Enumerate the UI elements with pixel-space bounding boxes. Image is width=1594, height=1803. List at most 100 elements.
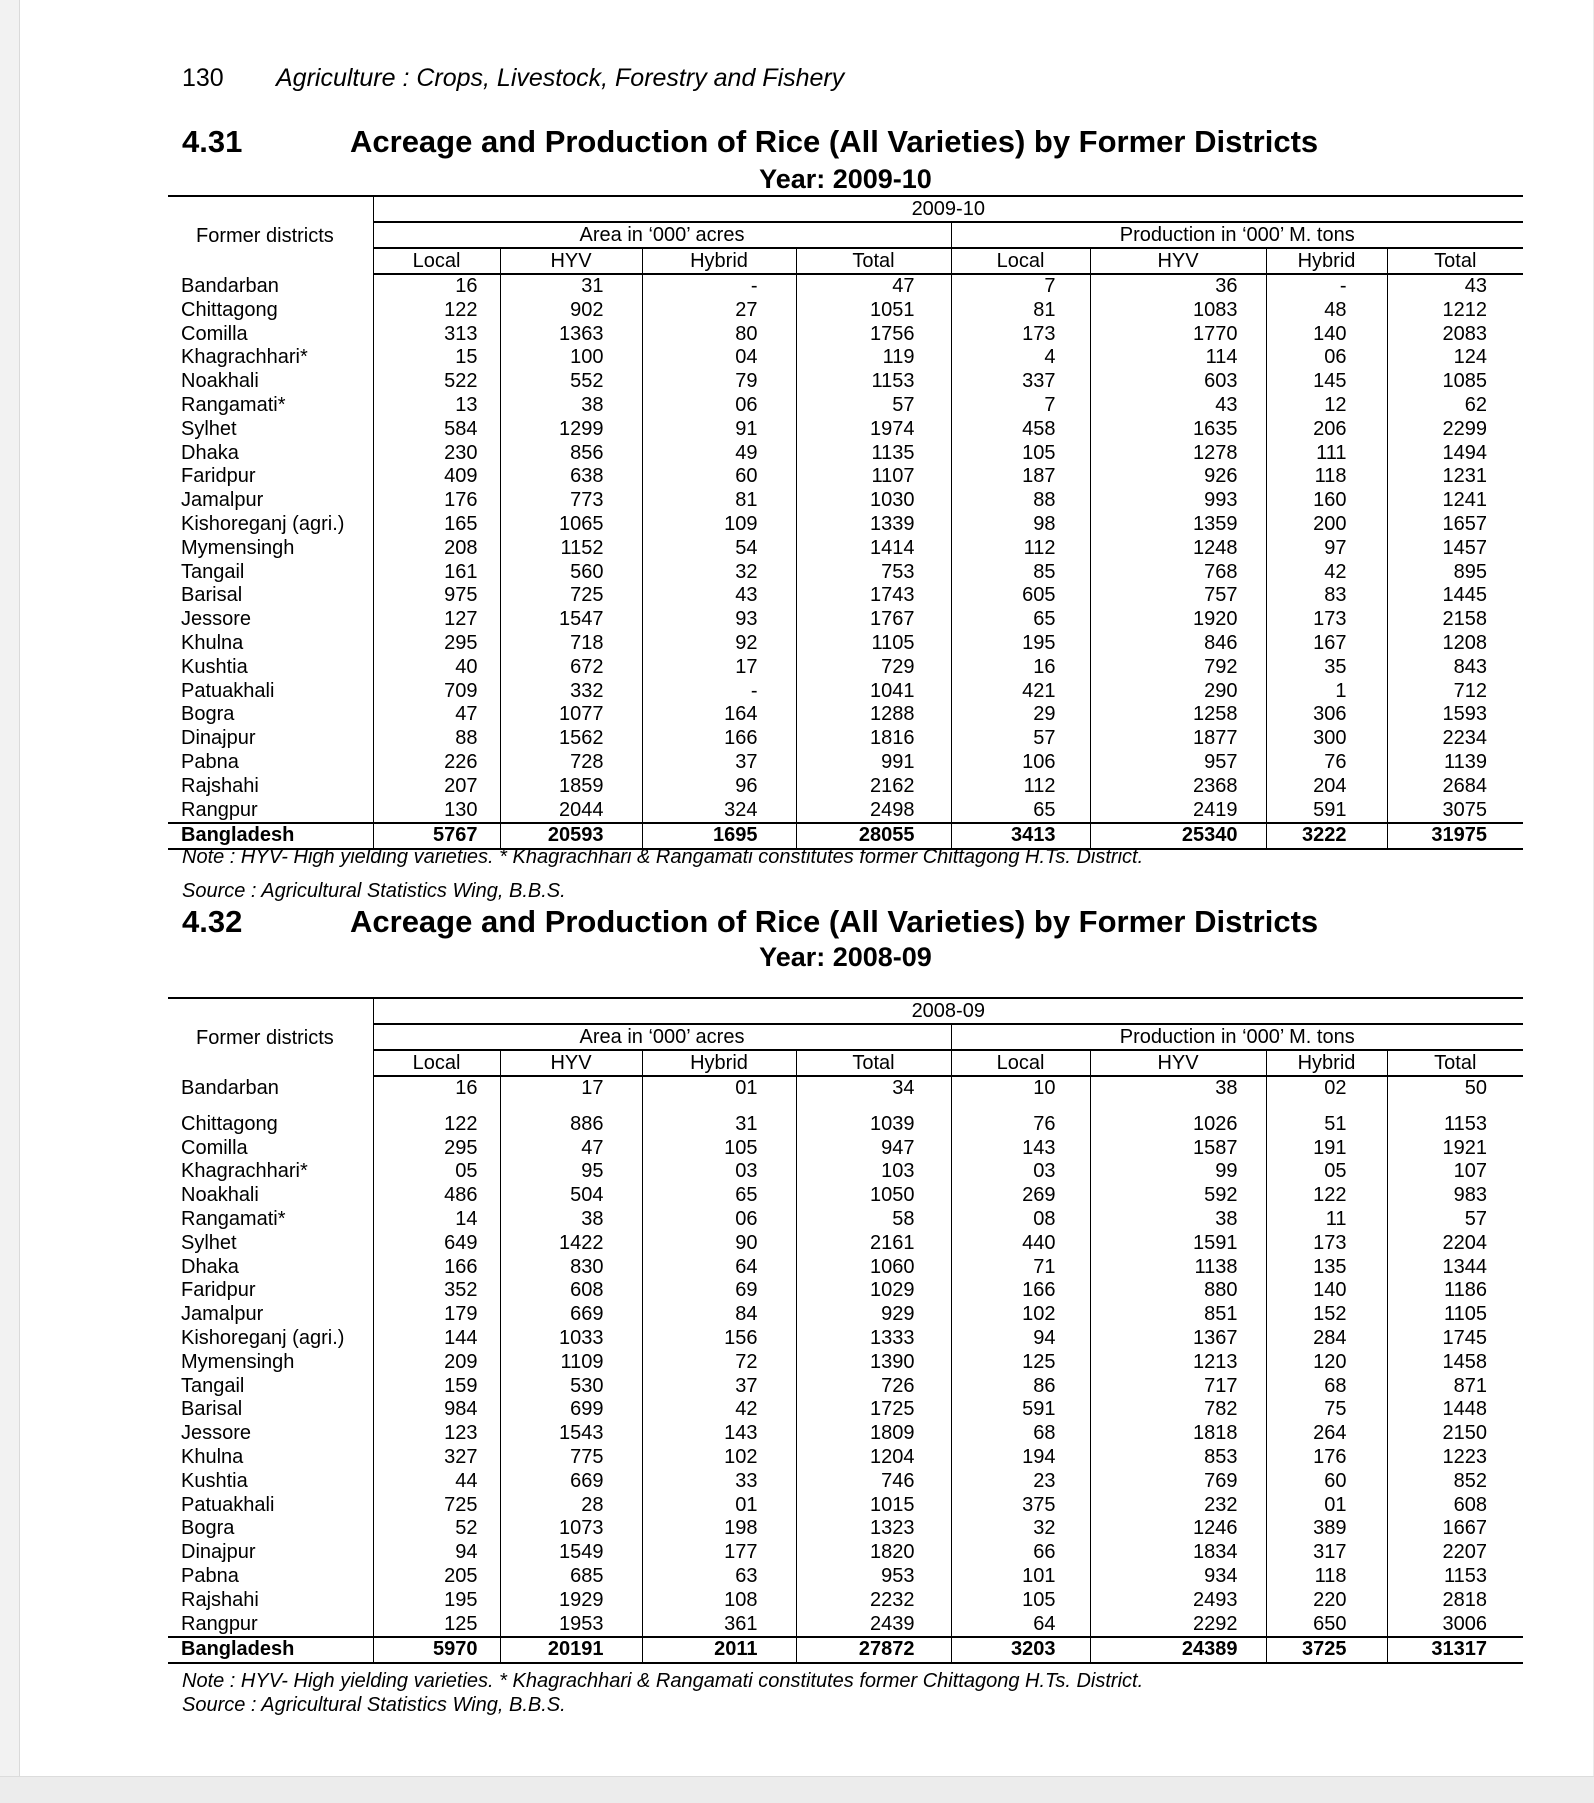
district-name: Rangamati* bbox=[181, 1207, 286, 1230]
table-cell: 114 bbox=[1089, 346, 1266, 371]
table-cell: 1073 bbox=[499, 1517, 642, 1542]
table-cell: 729 bbox=[795, 655, 951, 680]
page-number: 130 bbox=[182, 64, 224, 92]
district-name: Dinajpur bbox=[181, 727, 256, 750]
table-cell: 313 bbox=[372, 322, 500, 347]
table-cell: 2011 bbox=[641, 1636, 796, 1665]
table-cell: 176 bbox=[372, 489, 500, 513]
table-row: Pabna 226 728 37 991 106 957 76 1139 bbox=[168, 750, 1524, 775]
col-prod-local: Local bbox=[950, 248, 1090, 275]
table-cell: 143 bbox=[641, 1422, 796, 1446]
table-cell: 871 bbox=[1386, 1374, 1524, 1399]
district-name: Rangpur bbox=[181, 1612, 258, 1635]
table-row: Faridpur 409 638 60 1107 187 926 118 1231 bbox=[168, 465, 1524, 490]
table-cell: 105 bbox=[950, 441, 1090, 466]
table-cell: 51 bbox=[1265, 1112, 1387, 1137]
district-name: Rangamati* bbox=[181, 393, 286, 416]
col-prod-hyv: HYV bbox=[1089, 1050, 1266, 1077]
table-cell: 773 bbox=[499, 489, 642, 513]
table-cell: 16 bbox=[372, 1076, 500, 1101]
table-cell: 2162 bbox=[795, 774, 951, 799]
table-cell: 1809 bbox=[795, 1422, 951, 1446]
table-cell: 947 bbox=[795, 1136, 951, 1161]
table-cell: 2150 bbox=[1386, 1422, 1524, 1446]
table-cell: 2419 bbox=[1089, 798, 1266, 824]
table-cell: 1077 bbox=[499, 703, 642, 728]
table-note: Note : HYV- High yielding varieties. * K… bbox=[182, 1670, 1144, 1692]
table-cell: 27872 bbox=[795, 1636, 951, 1665]
table-row: Dhaka 230 856 49 1135 105 1278 111 1494 bbox=[168, 441, 1524, 466]
table-cell: 1549 bbox=[499, 1541, 642, 1565]
table-cell: 08 bbox=[950, 1207, 1090, 1232]
table-cell: 1109 bbox=[499, 1350, 642, 1375]
gap-cell bbox=[499, 1100, 642, 1113]
table-cell: 31 bbox=[499, 274, 642, 299]
table-cell: 2234 bbox=[1386, 727, 1524, 751]
table-cell: 03 bbox=[950, 1160, 1090, 1185]
table-cell: 135 bbox=[1265, 1255, 1387, 1280]
gap-cell bbox=[950, 1100, 1090, 1113]
table-cell: 05 bbox=[372, 1160, 500, 1185]
table-row: Bandarban 16 17 01 34 10 38 02 50 bbox=[168, 1076, 1524, 1101]
table-cell: 220 bbox=[1265, 1588, 1387, 1613]
table-cell: 166 bbox=[950, 1279, 1090, 1304]
table-cell: 1547 bbox=[499, 608, 642, 632]
table-cell: 111 bbox=[1265, 441, 1387, 466]
table-cell: 361 bbox=[641, 1612, 796, 1638]
table-cell: 591 bbox=[1265, 798, 1387, 824]
table-number: 4.32 bbox=[182, 904, 243, 939]
table-cell: 122 bbox=[372, 298, 500, 323]
table-cell: 16 bbox=[372, 274, 500, 299]
table-cell: 44 bbox=[372, 1469, 500, 1494]
table-cell: 90 bbox=[641, 1231, 796, 1256]
table-cell: 458 bbox=[950, 417, 1090, 442]
district-name: Dinajpur bbox=[181, 1541, 256, 1564]
table-cell: 102 bbox=[641, 1445, 796, 1470]
table-row: Rangamati* 13 38 06 57 7 43 12 62 bbox=[168, 393, 1524, 418]
table-cell: 1208 bbox=[1386, 631, 1524, 656]
table-row: Rajshahi 207 1859 96 2162 112 2368 204 2684 bbox=[168, 774, 1524, 799]
table-row: Barisal 984 699 42 1725 591 782 75 1448 bbox=[168, 1398, 1524, 1423]
table-cell: 669 bbox=[499, 1303, 642, 1327]
table-row: Khagrachhari* 05 95 03 103 03 99 05 107 bbox=[168, 1160, 1524, 1185]
district-name: Khulna bbox=[181, 1445, 244, 1468]
table-cell: 68 bbox=[1265, 1374, 1387, 1399]
table-cell: 97 bbox=[1265, 536, 1387, 561]
table-cell: 1363 bbox=[499, 322, 642, 347]
table-cell: 161 bbox=[372, 560, 500, 585]
table-cell: 50 bbox=[1386, 1076, 1524, 1101]
table-row: Rangpur 130 2044 324 2498 65 2419 591 3075 bbox=[168, 798, 1524, 824]
horizontal-scrollbar[interactable] bbox=[0, 1776, 1594, 1803]
table-cell: 36 bbox=[1089, 274, 1266, 299]
table-cell: 7 bbox=[950, 274, 1090, 299]
table-cell: 76 bbox=[950, 1112, 1090, 1137]
district-name: Patuakhali bbox=[181, 679, 275, 702]
table-cell: 69 bbox=[641, 1279, 796, 1304]
table-cell: 591 bbox=[950, 1398, 1090, 1423]
table-cell: 123 bbox=[372, 1422, 500, 1446]
table-year: Year: 2008-09 bbox=[759, 942, 932, 972]
table-cell: 1877 bbox=[1089, 727, 1266, 751]
col-total: Total bbox=[795, 248, 951, 275]
table-cell: 112 bbox=[950, 774, 1090, 799]
district-name: Chittagong bbox=[181, 298, 278, 321]
col-hybrid: Hybrid bbox=[641, 1050, 796, 1077]
table-row: Jessore 123 1543 143 1809 68 1818 264 2150 bbox=[168, 1422, 1524, 1446]
table-cell: 16 bbox=[950, 655, 1090, 680]
gap-cell bbox=[795, 1100, 951, 1113]
table-cell: 5970 bbox=[372, 1636, 500, 1665]
table-cell: 1974 bbox=[795, 417, 951, 442]
col-hybrid: Hybrid bbox=[641, 248, 796, 275]
table-row: Dinajpur 94 1549 177 1820 66 1834 317 2207 bbox=[168, 1541, 1524, 1565]
table-row: Patuakhali 709 332-1041 421 290 1 712 bbox=[168, 679, 1524, 704]
table-cell: 3725 bbox=[1265, 1636, 1387, 1665]
table-cell: 125 bbox=[950, 1350, 1090, 1375]
table-cell: 1105 bbox=[795, 631, 951, 656]
table-cell: 1213 bbox=[1089, 1350, 1266, 1375]
col-prod-total: Total bbox=[1386, 248, 1524, 275]
table-cell: 1921 bbox=[1386, 1136, 1524, 1161]
table-cell: 2493 bbox=[1089, 1588, 1266, 1613]
table-cell: 1818 bbox=[1089, 1422, 1266, 1446]
table-title: Acreage and Production of Rice (All Vari… bbox=[350, 124, 1319, 159]
table-cell: 2439 bbox=[795, 1612, 951, 1638]
